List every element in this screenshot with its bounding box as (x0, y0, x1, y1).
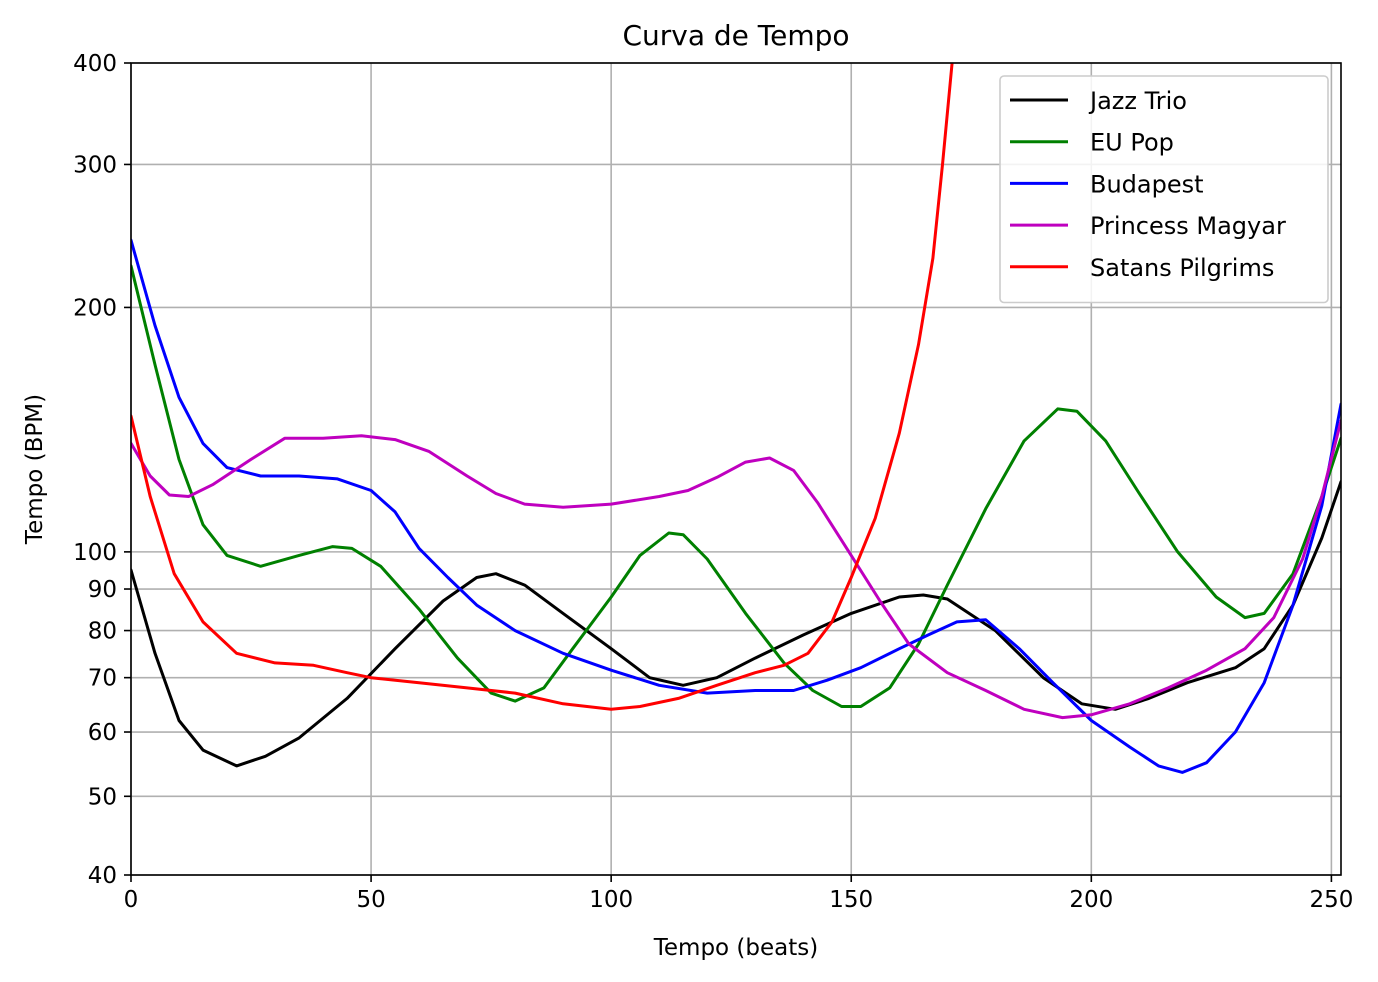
axis-ticks: 0 50 100 150 200 250 40 50 60 70 80 90 100 200 300 400 (73, 51, 1353, 913)
legend-label: Jazz Trio (1088, 87, 1187, 115)
legend: Jazz Trio EU Pop Budapest Princess Magyar Sa… (999, 75, 1329, 304)
series-line (131, 238, 1341, 774)
series-line (131, 264, 1341, 708)
y-tick-label: 40 (88, 863, 117, 889)
x-tick-label: 0 (124, 887, 139, 913)
x-tick-label: 150 (829, 887, 873, 913)
x-tick-label: 200 (1069, 887, 1113, 913)
legend-label: EU Pop (1090, 129, 1174, 157)
x-tick-label: 50 (356, 887, 385, 913)
series-line (131, 480, 1341, 768)
y-tick-label: 90 (88, 577, 117, 603)
x-tick-label: 250 (1309, 887, 1353, 913)
legend-label: Princess Magyar (1090, 212, 1286, 240)
y-tick-label: 100 (73, 540, 117, 566)
legend-label: Satans Pilgrims (1090, 254, 1274, 282)
legend-box (999, 75, 1329, 304)
x-tick-label: 100 (589, 887, 633, 913)
y-tick-label: 80 (88, 619, 117, 645)
series-line (131, 419, 1341, 720)
y-tick-label: 50 (88, 784, 117, 810)
series-lines (131, 63, 1341, 774)
y-tick-label: 200 (73, 295, 117, 321)
y-tick-label: 300 (73, 152, 117, 178)
y-tick-label: 70 (88, 666, 117, 692)
chart-title: Curva de Tempo (622, 19, 849, 52)
plot-frame (130, 62, 1342, 876)
series-line (131, 63, 954, 711)
y-tick-label: 400 (73, 51, 117, 77)
y-tick-label: 60 (88, 720, 117, 746)
x-axis-label: Tempo (beats) (653, 935, 818, 961)
y-axis-label: Tempo (BPM) (22, 394, 48, 545)
legend-label: Budapest (1090, 170, 1204, 198)
